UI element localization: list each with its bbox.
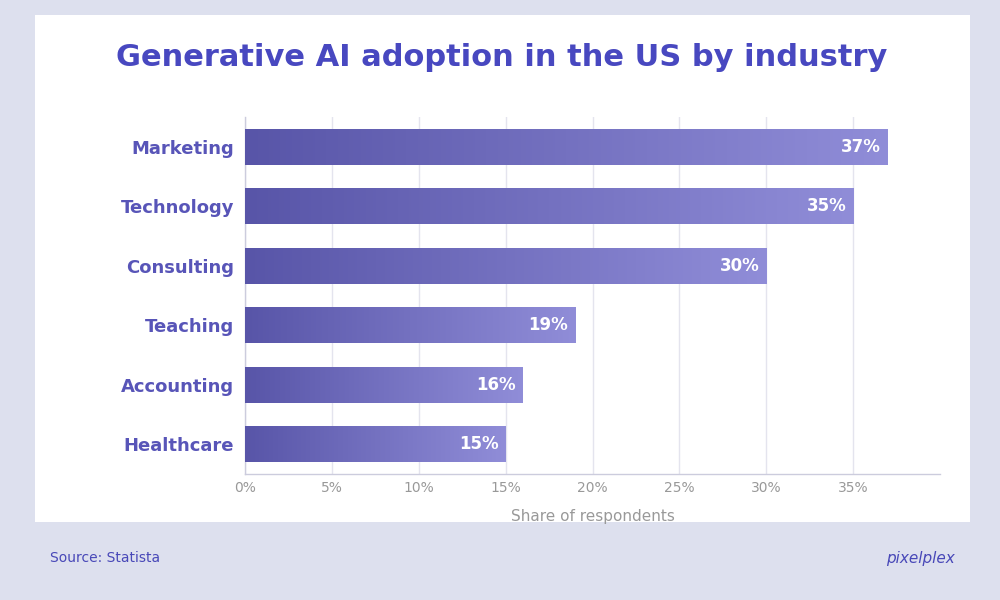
- Text: Generative AI adoption in the US by industry: Generative AI adoption in the US by indu…: [116, 43, 888, 71]
- Text: 35%: 35%: [806, 197, 846, 215]
- X-axis label: Share of respondents: Share of respondents: [511, 509, 674, 524]
- Text: 15%: 15%: [459, 435, 499, 453]
- Text: pixelplex: pixelplex: [886, 551, 955, 565]
- Text: 19%: 19%: [528, 316, 568, 334]
- Text: Source: Statista: Source: Statista: [50, 551, 160, 565]
- Text: 16%: 16%: [476, 376, 516, 394]
- FancyBboxPatch shape: [16, 5, 989, 532]
- Text: 37%: 37%: [841, 138, 881, 156]
- Text: 30%: 30%: [720, 257, 759, 275]
